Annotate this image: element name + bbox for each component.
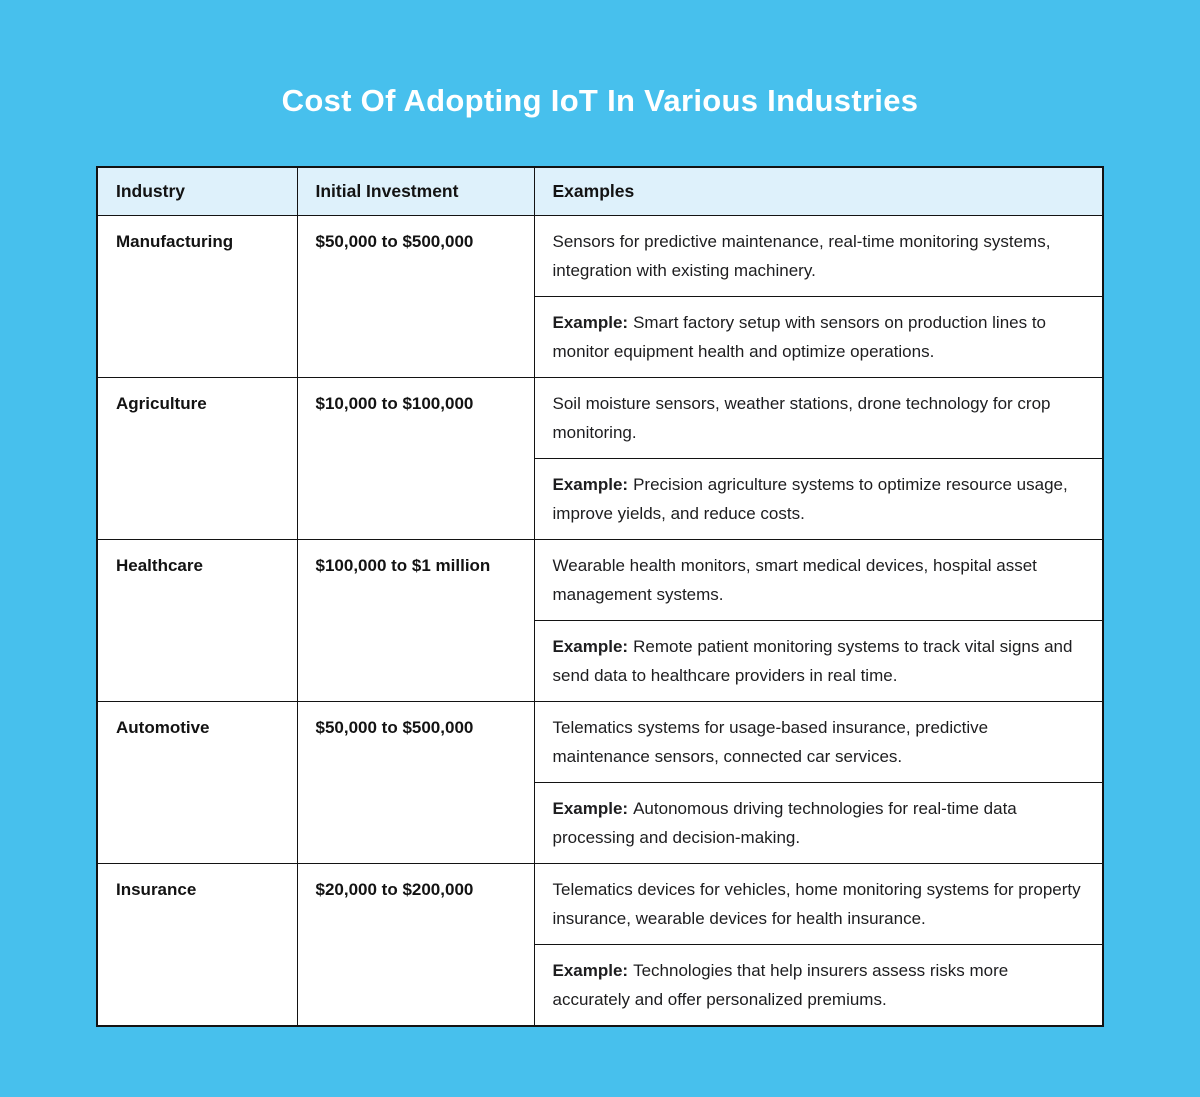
example-text: Remote patient monitoring systems to tra… bbox=[552, 636, 1073, 685]
column-header-examples: Examples bbox=[533, 166, 1104, 216]
industry-cell: Manufacturing bbox=[96, 214, 298, 378]
example-cell: Example: Precision agriculture systems to… bbox=[533, 457, 1104, 540]
table-row-example: Example: Precision agriculture systems to… bbox=[97, 457, 1104, 540]
table-row-example: Example: Smart factory setup with sensors… bbox=[97, 295, 1104, 378]
investment-cell: $50,000 to $500,000 bbox=[296, 214, 535, 378]
table-row-example: Example: Technologies that help insurers … bbox=[97, 943, 1104, 1026]
header-row: Industry Initial Investment Examples bbox=[96, 166, 1104, 216]
table-row: Automotive $50,000 to $500,000 Telematic… bbox=[96, 700, 1104, 864]
example-text: Autonomous driving technologies for real… bbox=[552, 798, 1017, 847]
example-cell: Example: Autonomous driving technologies … bbox=[533, 781, 1104, 864]
industry-cell: Agriculture bbox=[96, 376, 298, 540]
example-cell: Example: Technologies that help insurers … bbox=[533, 943, 1104, 1026]
example-text: Precision agriculture systems to optimiz… bbox=[552, 474, 1068, 523]
investment-cell: $10,000 to $100,000 bbox=[296, 376, 535, 540]
investment-cell: $20,000 to $200,000 bbox=[296, 862, 535, 1026]
use-cases-cell: Telematics systems for usage-based insur… bbox=[533, 700, 1104, 783]
example-text: Technologies that help insurers assess r… bbox=[552, 960, 1009, 1009]
example-text: Smart factory setup with sensors on prod… bbox=[552, 312, 1047, 361]
example-label: Example: bbox=[552, 312, 629, 332]
example-label: Example: bbox=[552, 474, 629, 494]
investment-cell: $50,000 to $500,000 bbox=[296, 700, 535, 864]
example-label: Example: bbox=[552, 798, 629, 818]
table-row: Healthcare $100,000 to $1 million Wearab… bbox=[96, 538, 1104, 702]
cost-table: Industry Initial Investment Examples Man… bbox=[96, 166, 1104, 1027]
example-label: Example: bbox=[552, 636, 629, 656]
use-cases-cell: Wearable health monitors, smart medical … bbox=[533, 538, 1104, 621]
table-row: Agriculture $10,000 to $100,000 Soil moi… bbox=[96, 376, 1104, 540]
infographic: Cost Of Adopting IoT In Various Industri… bbox=[96, 83, 1104, 1027]
table-row-example: Example: Remote patient monitoring system… bbox=[97, 619, 1104, 702]
example-cell: Example: Remote patient monitoring system… bbox=[533, 619, 1104, 702]
use-cases-cell: Sensors for predictive maintenance, real… bbox=[533, 214, 1104, 297]
table-row: Manufacturing $50,000 to $500,000 Sensor… bbox=[96, 214, 1104, 378]
column-header-industry: Industry bbox=[96, 166, 298, 216]
example-cell: Example: Smart factory setup with sensors… bbox=[533, 295, 1104, 378]
investment-cell: $100,000 to $1 million bbox=[296, 538, 535, 702]
industry-cell: Healthcare bbox=[96, 538, 298, 702]
example-label: Example: bbox=[552, 960, 629, 980]
industry-cell: Automotive bbox=[96, 700, 298, 864]
table-row: Insurance $20,000 to $200,000 Telematics… bbox=[96, 862, 1104, 1026]
use-cases-cell: Telematics devices for vehicles, home mo… bbox=[533, 862, 1104, 945]
page-title: Cost Of Adopting IoT In Various Industri… bbox=[281, 83, 919, 118]
use-cases-cell: Soil moisture sensors, weather stations,… bbox=[533, 376, 1104, 459]
column-header-investment: Initial Investment bbox=[296, 166, 535, 216]
industry-cell: Insurance bbox=[96, 862, 298, 1026]
